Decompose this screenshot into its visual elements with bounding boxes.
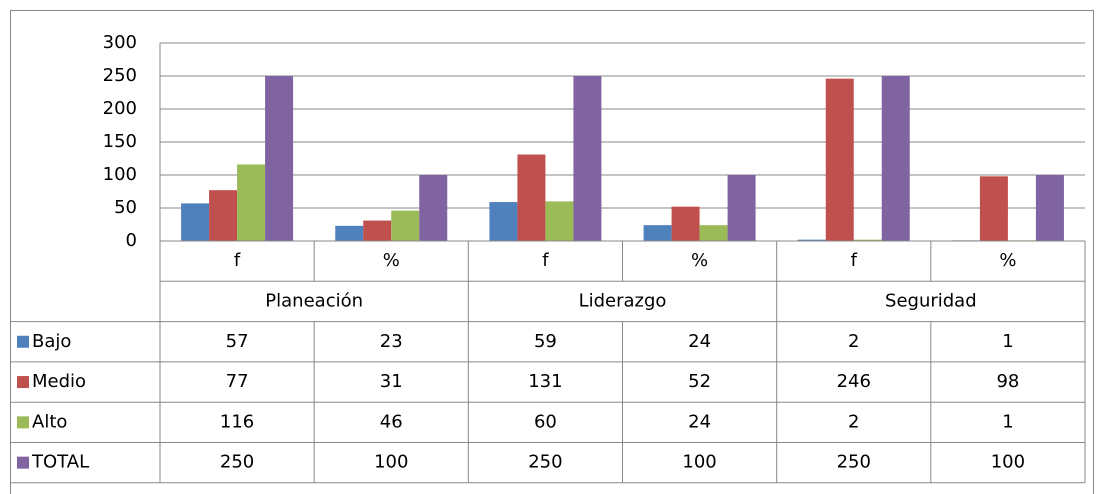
bar (699, 225, 728, 241)
table-value: 77 (226, 371, 249, 392)
bar (181, 203, 210, 241)
table-value: 131 (528, 371, 562, 392)
table-value: 60 (534, 411, 557, 432)
legend-label: Medio (32, 371, 86, 392)
table-value: 31 (380, 371, 403, 392)
table-value: 24 (688, 331, 711, 352)
group-label: Liderazgo (579, 290, 667, 311)
bar (1035, 175, 1064, 241)
table-value: 98 (996, 371, 1019, 392)
bar (265, 76, 294, 241)
bar (727, 175, 756, 241)
bar (979, 176, 1008, 241)
x-tick-label: % (999, 250, 1016, 271)
table-value: 100 (682, 452, 716, 473)
legend-swatch (17, 376, 29, 389)
table-value: 2 (848, 331, 859, 352)
table-value: 1 (1002, 331, 1013, 352)
y-tick-label: 100 (103, 164, 137, 185)
bar (517, 154, 546, 241)
legend-swatch (17, 335, 29, 348)
legend-label: Alto (32, 411, 67, 432)
y-tick-label: 50 (114, 197, 137, 218)
legend-label: TOTAL (31, 452, 89, 473)
table-value: 246 (837, 371, 871, 392)
legend-swatch (17, 416, 29, 429)
table-value: 46 (380, 411, 403, 432)
table-value: 250 (528, 452, 562, 473)
bar (853, 239, 882, 241)
table-value: 52 (688, 371, 711, 392)
bar (489, 202, 518, 241)
bar (573, 76, 602, 241)
x-tick-label: % (691, 250, 708, 271)
x-tick-label: f (851, 250, 858, 271)
table-value: 1 (1002, 411, 1013, 432)
bar (237, 164, 266, 241)
bar (209, 190, 238, 241)
chart-frame (10, 10, 1094, 494)
bar (545, 201, 574, 241)
y-tick-label: 300 (103, 32, 137, 53)
bar (643, 225, 672, 241)
y-tick-label: 200 (103, 98, 137, 119)
x-tick-label: % (383, 250, 400, 271)
bar (391, 210, 420, 241)
table-value: 2 (848, 411, 859, 432)
legend-swatch (17, 456, 29, 469)
group-label: Seguridad (885, 290, 977, 311)
legend-label: Bajo (32, 331, 71, 352)
x-tick-label: f (542, 250, 549, 271)
table-value: 24 (688, 411, 711, 432)
table-value: 250 (220, 452, 254, 473)
table-value: 116 (220, 411, 254, 432)
bar (335, 225, 364, 241)
bar (881, 76, 910, 241)
bar (797, 239, 826, 241)
table-value: 250 (837, 452, 871, 473)
table-value: 59 (534, 331, 557, 352)
table-value: 57 (226, 331, 249, 352)
bar (825, 78, 854, 241)
y-tick-label: 250 (103, 65, 137, 86)
bar (419, 175, 448, 241)
bar (671, 206, 700, 241)
x-tick-label: f (234, 250, 241, 271)
table-value: 23 (380, 331, 403, 352)
y-tick-label: 0 (126, 230, 137, 251)
y-tick-label: 150 (103, 131, 137, 152)
table-value: 100 (374, 452, 408, 473)
bar (363, 220, 392, 241)
group-label: Planeación (265, 290, 363, 311)
table-value: 100 (991, 452, 1025, 473)
